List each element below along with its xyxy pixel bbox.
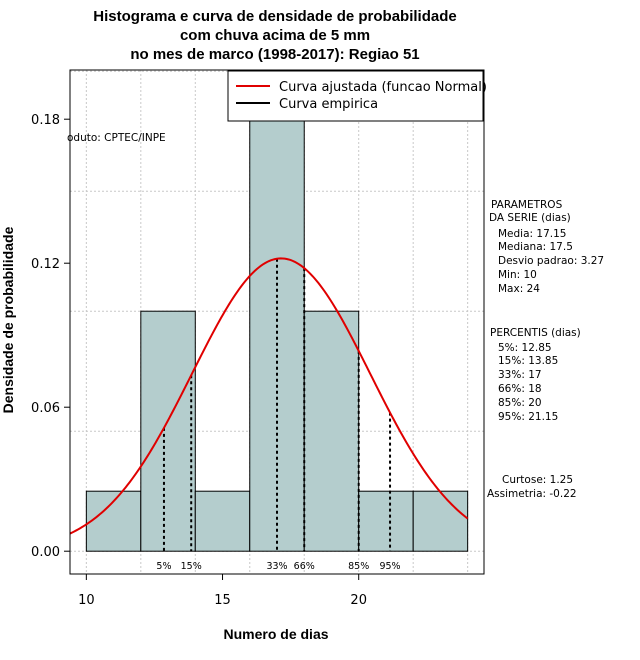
percentile-label-15pct: 15%	[181, 561, 202, 572]
histogram-bar	[412, 490, 469, 552]
legend-box	[227, 70, 484, 122]
percentile-label-66pct: 66%	[294, 561, 315, 572]
legend-label-fit: Curva ajustada (funcao Normal)	[279, 80, 487, 95]
params-title-line-2: DA SERIE (dias)	[489, 212, 571, 224]
histogram-bar	[358, 490, 414, 552]
param-desvio: Desvio padrao: 3.27	[498, 255, 604, 267]
percentil-5: 5%: 12.85	[498, 342, 552, 354]
percentile-labels: 5% 15% 33% 66% 85% 95%	[156, 561, 400, 572]
chart-title-line-3: no mes de marco (1998-2017): Regiao 51	[130, 46, 419, 63]
param-mediana: Mediana: 17.5	[498, 241, 573, 253]
legend: Curva ajustada (funcao Normal) Curva emp…	[227, 70, 487, 122]
stat-assimetria: Assimetria: -0.22	[487, 488, 577, 500]
percentil-66: 66%: 18	[498, 383, 542, 395]
param-min: Min: 10	[498, 269, 537, 281]
percentil-15: 15%: 13.85	[498, 355, 558, 367]
percentis-title: PERCENTIS (dias)	[490, 327, 581, 339]
x-axis-label: Numero de dias	[223, 626, 328, 642]
param-media: Media: 17.15	[498, 228, 566, 240]
histogram-bar	[249, 70, 305, 552]
histogram-bar	[194, 490, 251, 552]
x-tick-label: 20	[350, 593, 367, 608]
y-tick-label: 0.18	[31, 113, 60, 128]
x-tick-label: 15	[214, 593, 231, 608]
param-max: Max: 24	[498, 283, 540, 295]
percentile-label-5pct: 5%	[156, 561, 171, 572]
percentil-33: 33%: 17	[498, 369, 542, 381]
normal-fit-curve	[69, 257, 469, 535]
y-tick-label: 0.12	[31, 257, 60, 272]
chart-title-line-1: Histograma e curva de densidade de proba…	[93, 8, 456, 25]
histogram-bar	[303, 310, 360, 552]
percentile-label-95pct: 95%	[379, 561, 400, 572]
side-panel: PARAMETROS DA SERIE (dias) Media: 17.15 …	[487, 199, 604, 500]
stat-curtose: Curtose: 1.25	[502, 474, 573, 486]
y-axis-label: Densidade de probabilidade	[0, 226, 16, 413]
y-tick-label: 0.06	[31, 401, 60, 416]
percentile-lines	[162, 258, 392, 552]
histogram-bar	[140, 310, 196, 552]
chart-title-line-2: com chuva acima de 5 mm	[180, 27, 370, 44]
percentile-label-85pct: 85%	[348, 561, 369, 572]
legend-label-empirical: Curva empirica	[279, 97, 378, 112]
percentil-95: 95%: 21.15	[498, 411, 558, 423]
percentile-label-33pct: 33%	[266, 561, 287, 572]
x-tick-label: 10	[78, 593, 95, 608]
percentil-85: 85%: 20	[498, 397, 542, 409]
axes: 10 15 20 0.00 0.06 0.12 0.18	[31, 113, 367, 608]
params-title-line-1: PARAMETROS	[491, 199, 563, 211]
product-annotation: oduto: CPTEC/INPE	[67, 132, 166, 144]
y-tick-label: 0.00	[31, 545, 60, 560]
